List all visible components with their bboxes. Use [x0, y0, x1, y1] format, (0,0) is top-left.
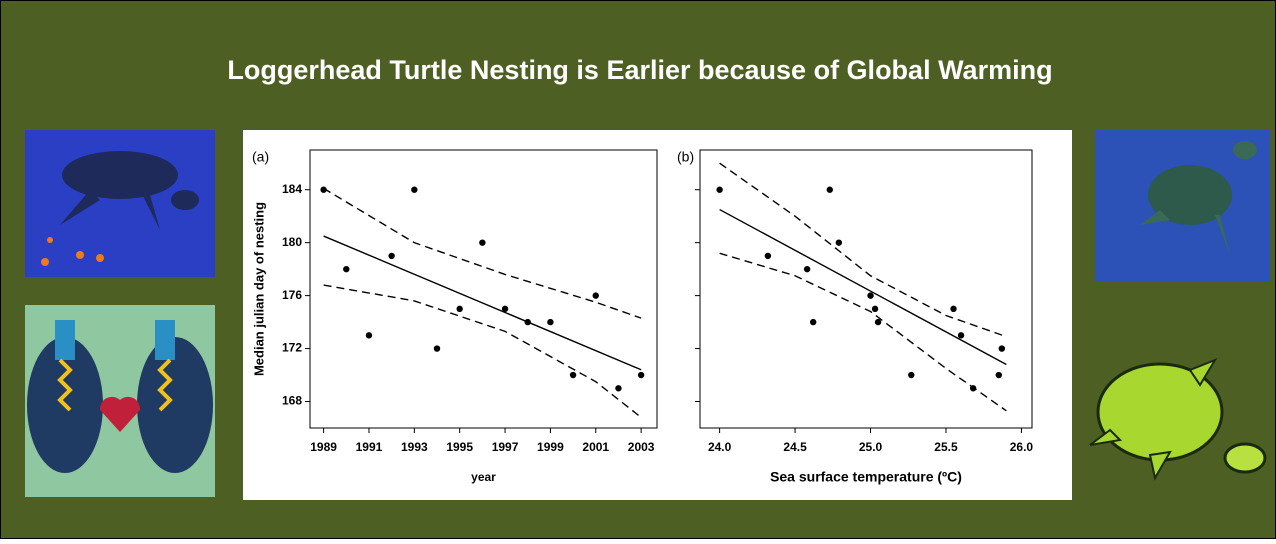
data-point: [835, 239, 843, 246]
x-tick-label: 1997: [492, 440, 519, 454]
regression-line: [323, 235, 642, 371]
x-axis-label: Sea surface temperature (ºC): [770, 469, 962, 485]
y-tick-label: 176: [282, 288, 302, 302]
data-point: [957, 332, 965, 339]
data-point: [343, 265, 350, 273]
turtle-image-swimming: [25, 130, 215, 277]
data-point: [867, 292, 874, 299]
data-point: [998, 345, 1006, 352]
x-tick-label: 2001: [582, 440, 609, 454]
data-point: [320, 186, 327, 193]
plot-frame: [699, 149, 1033, 429]
y-axis-label: Median julian day of nesting: [251, 202, 266, 376]
y-tick-label: 184: [282, 182, 302, 196]
turtle-image-underwater: [1095, 130, 1270, 282]
panel-label: (b): [677, 149, 694, 165]
x-tick-label: 1995: [446, 440, 473, 454]
x-tick-label: 1991: [356, 440, 383, 454]
data-point: [615, 385, 622, 392]
data-point: [809, 318, 817, 326]
confidence-band: [323, 284, 642, 418]
confidence-band: [719, 162, 1007, 338]
data-point: [411, 186, 418, 193]
x-tick-label: 1989: [310, 440, 337, 454]
data-point: [716, 186, 723, 193]
data-point: [569, 371, 577, 379]
y-tick-label: 172: [282, 341, 302, 355]
data-point: [388, 252, 395, 260]
x-axis-label: year: [471, 470, 496, 484]
data-point: [826, 186, 833, 193]
y-tick-label: 180: [282, 235, 302, 249]
x-tick-label: 2003: [628, 440, 655, 454]
data-point: [871, 305, 879, 313]
data-point: [479, 239, 486, 246]
data-point: [764, 252, 772, 260]
data-point: [637, 371, 645, 379]
data-point: [950, 305, 957, 313]
data-point: [501, 305, 509, 313]
x-tick-label: 24.0: [708, 440, 732, 454]
regression-line: [719, 208, 1007, 366]
data-point: [592, 292, 599, 299]
data-point: [365, 332, 373, 339]
confidence-band: [719, 252, 1007, 412]
data-point: [547, 318, 554, 326]
x-tick-label: 25.5: [934, 440, 958, 454]
data-point: [995, 371, 1002, 379]
x-tick-label: 1999: [537, 440, 564, 454]
x-tick-label: 24.5: [783, 440, 807, 454]
plot-frame: [309, 149, 658, 429]
x-tick-label: 25.0: [859, 440, 883, 454]
turtle-image-cartoon: [1089, 357, 1267, 481]
data-point: [433, 345, 441, 352]
slide-title: Loggerhead Turtle Nesting is Earlier bec…: [227, 55, 1052, 85]
data-point: [456, 305, 463, 313]
x-tick-label: 1993: [401, 440, 428, 454]
confidence-band: [323, 187, 642, 319]
y-tick-label: 168: [282, 394, 302, 408]
data-point: [874, 318, 882, 326]
x-tick-label: 26.0: [1010, 440, 1034, 454]
turtle-image-artwork: [25, 305, 215, 497]
data-point: [803, 265, 811, 273]
panel-label: (a): [252, 149, 269, 165]
data-point: [908, 371, 915, 379]
